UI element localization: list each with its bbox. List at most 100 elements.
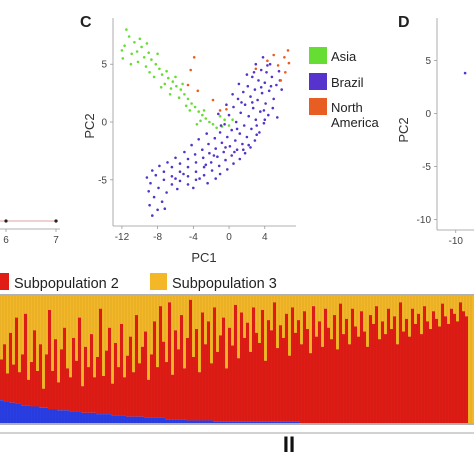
panel-c-point-1 [227,124,231,127]
panel-c-point-1 [140,45,143,49]
bar-subpop3 [99,296,103,309]
bar-subpop3 [27,296,31,380]
bar-subpop1 [264,421,268,423]
bar-subpop3 [93,296,97,378]
panel-c-point-2 [218,172,222,176]
panel-c-point-1 [184,104,188,108]
bar-subpop3 [114,296,118,343]
bar-subpop3 [399,296,403,303]
bar-subpop2 [414,323,418,423]
bar-subpop3 [45,296,49,355]
panel-c-point-2 [254,62,258,66]
bar-subpop1 [261,421,265,423]
bar-subpop2 [252,307,256,422]
bar-subpop2 [93,377,97,413]
bar-subpop2 [123,377,127,416]
bar-subpop2 [288,355,292,422]
bar-subpop1 [60,410,64,423]
panel-c-point-2 [255,124,258,127]
panel-c-point-1 [179,88,183,91]
bar-subpop1 [270,421,274,423]
bar-subpop3 [279,296,283,326]
bar-subpop1 [6,401,10,423]
panel-c-point-2 [261,56,265,59]
panel-c-point-3 [266,59,269,63]
panel-c-point-2 [148,203,151,207]
bar-subpop3 [90,296,94,335]
bar-subpop2 [156,367,160,418]
bar-subpop2 [378,339,382,423]
bar-subpop1 [27,405,31,423]
panel-c-point-1 [215,126,218,130]
bar-subpop3 [54,296,58,340]
panel-c-point-2 [224,146,227,149]
bar-subpop3 [468,296,472,423]
bar-subpop3 [12,296,16,365]
bar-subpop2 [279,325,283,422]
bar-subpop3 [438,296,442,327]
bar-subpop2 [231,345,235,422]
bar-subpop3 [339,296,343,304]
panel-c-point-1 [211,123,215,126]
bar-subpop3 [81,296,85,387]
bar-subpop3 [273,296,277,303]
bar-subpop2 [429,329,433,423]
bar-subpop3 [432,296,436,312]
panel-c-point-2 [218,131,222,134]
bar-subpop1 [276,421,280,423]
bar-subpop1 [138,416,142,423]
panel-c-point-1 [152,75,156,79]
panel-c-point-2 [206,181,209,185]
panel-c-x-tick-label: 4 [262,232,268,243]
bar-subpop3 [84,296,88,347]
bar-subpop1 [291,421,295,423]
bar-subpop3 [183,296,187,369]
bar-subpop3 [435,296,439,319]
panel-c-point-2 [186,183,190,186]
bar-subpop3 [300,296,304,345]
bar-subpop1 [228,421,232,423]
panel-c-point-2 [160,200,164,203]
bar-subpop2 [246,322,250,422]
bar-subpop3 [402,296,406,332]
bar-subpop2 [201,312,205,421]
panel-c-point-2 [186,175,190,178]
bar-subpop1 [90,412,94,423]
bar-subpop3 [204,296,208,345]
bar-subpop1 [126,416,130,423]
bar-subpop2 [126,355,130,417]
panel-c-point-1 [123,44,126,47]
bar-subpop3 [201,296,205,313]
bar-subpop2 [105,350,109,415]
bar-subpop1 [3,401,7,423]
panel-c-point-2 [238,132,242,135]
panel-c-point-2 [260,91,264,95]
panel-c-point-2 [213,136,217,140]
left-panel-fragment: 6 7 [0,219,60,246]
panel-c-point-2 [217,164,221,168]
bar-subpop2 [153,321,157,418]
bar-subpop2 [354,326,358,423]
bar-subpop3 [411,296,415,309]
bar-subpop3 [309,296,313,354]
panel-c-point-1 [181,82,184,86]
bar-subpop1 [39,407,43,423]
bar-subpop3 [351,296,355,309]
panel-c-point-1 [127,35,131,38]
bar-subpop2 [357,336,361,423]
bar-subpop2 [453,313,457,423]
panel-c-point-2 [238,157,242,161]
bar-subpop3 [342,296,346,335]
panel-c-point-1 [147,51,150,54]
bar-subpop3 [135,296,139,316]
bar-subpop3 [216,296,220,352]
bar-subpop2 [462,311,466,423]
bar-subpop2 [387,308,391,423]
bar-subpop3 [9,296,13,333]
bar-subpop2 [417,313,421,423]
panel-c-point-2 [201,148,204,151]
panel-c-point-3 [225,108,228,111]
bar-subpop2 [237,358,241,422]
bar-subpop3 [288,296,292,356]
bar-subpop2 [102,376,106,415]
